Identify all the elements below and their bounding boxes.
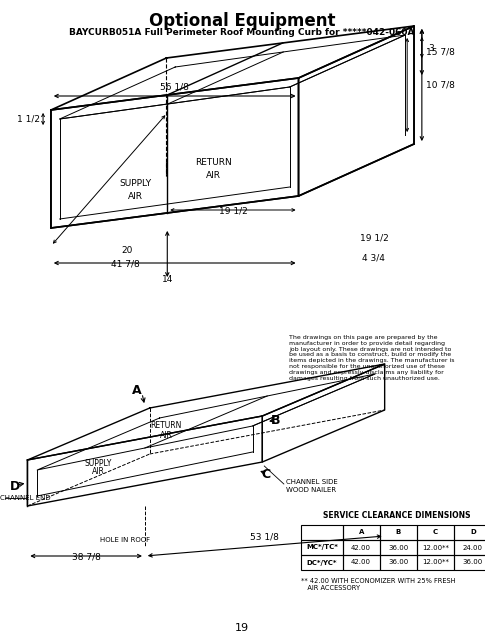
- Text: A: A: [132, 383, 142, 397]
- Text: 24.00: 24.00: [463, 545, 483, 550]
- Bar: [301, 540, 343, 555]
- Text: D: D: [470, 529, 476, 536]
- Text: B: B: [271, 413, 281, 426]
- Bar: [417, 540, 454, 555]
- Text: A: A: [358, 529, 364, 536]
- Bar: [301, 555, 343, 570]
- Text: Optional Equipment: Optional Equipment: [148, 12, 335, 30]
- Text: 56 1/8: 56 1/8: [160, 82, 189, 91]
- Text: 12.00**: 12.00**: [422, 559, 449, 566]
- Text: 19 1/2: 19 1/2: [360, 234, 389, 243]
- Text: BAYCURB051A Full Perimeter Roof Mounting Curb for *****042-060A: BAYCURB051A Full Perimeter Roof Mounting…: [69, 28, 414, 37]
- Text: 10 7/8: 10 7/8: [426, 81, 454, 90]
- Text: D: D: [9, 479, 20, 493]
- Text: C: C: [262, 467, 271, 481]
- Text: 41 7/8: 41 7/8: [111, 259, 140, 268]
- Bar: [343, 525, 380, 540]
- Text: 19 1/2: 19 1/2: [218, 206, 248, 215]
- Text: MC*/TC*: MC*/TC*: [306, 545, 338, 550]
- Text: C: C: [433, 529, 438, 536]
- Text: 20: 20: [122, 246, 133, 255]
- Bar: [301, 525, 343, 540]
- Text: 15 7/8: 15 7/8: [426, 47, 454, 56]
- Text: 4 3/4: 4 3/4: [362, 253, 385, 262]
- Bar: [380, 540, 417, 555]
- Bar: [417, 525, 454, 540]
- Text: The drawings on this page are prepared by the
manufacturer in order to provide d: The drawings on this page are prepared b…: [289, 335, 454, 381]
- Text: AIR: AIR: [92, 467, 104, 477]
- Text: 3: 3: [429, 44, 435, 52]
- Text: AIR: AIR: [128, 191, 143, 200]
- Text: WOOD NAILER: WOOD NAILER: [286, 487, 336, 493]
- Text: 36.00: 36.00: [388, 545, 408, 550]
- Text: DC*/YC*: DC*/YC*: [307, 559, 337, 566]
- Text: B: B: [396, 529, 401, 536]
- Text: CHANNEL SIDE: CHANNEL SIDE: [286, 479, 338, 485]
- Text: 14: 14: [161, 275, 173, 284]
- Bar: [454, 540, 492, 555]
- Text: RETURN: RETURN: [150, 422, 182, 431]
- Bar: [454, 525, 492, 540]
- Text: 42.00: 42.00: [351, 545, 371, 550]
- Text: 38 7/8: 38 7/8: [72, 553, 100, 562]
- Text: 42.00: 42.00: [351, 559, 371, 566]
- Text: 19: 19: [235, 623, 249, 633]
- Text: 1 1/2: 1 1/2: [17, 115, 40, 124]
- Bar: [454, 555, 492, 570]
- Text: CHANNEL END: CHANNEL END: [0, 495, 50, 501]
- Text: 12.00**: 12.00**: [422, 545, 449, 550]
- Bar: [380, 555, 417, 570]
- Text: AIR: AIR: [160, 431, 173, 440]
- Text: 36.00: 36.00: [463, 559, 483, 566]
- Text: HOLE IN ROOF: HOLE IN ROOF: [100, 537, 150, 543]
- Text: SUPPLY: SUPPLY: [84, 458, 111, 467]
- Text: 36.00: 36.00: [388, 559, 408, 566]
- Text: 53 1/8: 53 1/8: [250, 532, 279, 541]
- Bar: [380, 525, 417, 540]
- Bar: [343, 555, 380, 570]
- Text: AIR: AIR: [206, 170, 221, 179]
- Text: SERVICE CLEARANCE DIMENSIONS: SERVICE CLEARANCE DIMENSIONS: [323, 511, 470, 520]
- Bar: [417, 555, 454, 570]
- Text: RETURN: RETURN: [195, 157, 232, 166]
- Text: ** 42.00 WITH ECONOMIZER WITH 25% FRESH
   AIR ACCESSORY: ** 42.00 WITH ECONOMIZER WITH 25% FRESH …: [301, 578, 456, 591]
- Text: SUPPLY: SUPPLY: [119, 179, 151, 188]
- Bar: [343, 540, 380, 555]
